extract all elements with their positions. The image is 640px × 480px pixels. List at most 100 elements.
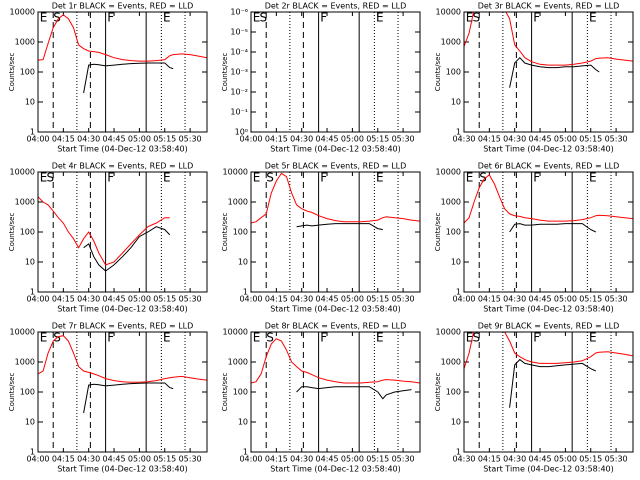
series-line	[38, 335, 207, 383]
y-tick-label: 10⁻⁴	[230, 48, 248, 57]
x-tick-label: 04:15	[478, 295, 501, 304]
x-tick-label: 05:30	[392, 455, 415, 464]
x-tick-label: 04:15	[478, 455, 501, 464]
x-tick-label: 04:45	[316, 135, 339, 144]
x-axis-label: Start Time (04-Dec-12 03:58:40)	[483, 145, 614, 154]
series-line	[251, 172, 420, 224]
y-tick-label: 10	[25, 418, 35, 427]
plot-frame	[463, 171, 634, 293]
chart-title: Det 8r BLACK = Events, RED = LLD	[265, 322, 407, 331]
marker-label: E	[466, 171, 474, 185]
x-axis-label: Start Time (04-Dec-12 03:58:40)	[483, 305, 614, 314]
chart-title: Det 4r BLACK = Events, RED = LLD	[52, 162, 194, 171]
x-tick-label: 04:00	[239, 455, 262, 464]
y-tick-label: 10⁰	[235, 128, 248, 137]
plot-frame	[463, 11, 634, 133]
x-tick-label: 04:15	[265, 135, 288, 144]
x-tick-label: 05:30	[179, 455, 202, 464]
x-tick-label: 05:00	[554, 455, 577, 464]
panel: Det 5r BLACK = Events, RED = LLD Start Ti…	[221, 162, 421, 314]
x-tick-label: 04:30	[77, 295, 100, 304]
marker-label: F	[533, 11, 540, 25]
x-tick-label: 05:30	[605, 295, 628, 304]
series-line	[464, 174, 633, 224]
y-tick-label: 1	[456, 128, 461, 137]
x-tick-label: 05:00	[128, 295, 151, 304]
plot-frame	[250, 331, 421, 453]
marker-label: E	[466, 11, 474, 25]
x-tick-label: 04:45	[103, 455, 126, 464]
x-tick-label: 04:15	[478, 135, 501, 144]
y-tick-label: 1000	[441, 198, 461, 207]
y-tick-label: 10⁻⁶	[230, 8, 248, 17]
marker-label: S	[472, 331, 480, 345]
marker-label: S	[479, 171, 487, 185]
y-tick-label: 10⁻²	[230, 88, 248, 97]
y-tick-label: 10	[451, 258, 461, 267]
x-tick-label: 04:00	[239, 295, 262, 304]
y-tick-label: 10000	[436, 328, 461, 337]
plot-area	[251, 338, 420, 400]
y-axis-label: Counts/sec	[8, 53, 16, 92]
x-tick-label: 04:30	[503, 135, 526, 144]
chart-title: Det 7r BLACK = Events, RED = LLD	[52, 322, 194, 331]
y-tick-label: 100	[233, 388, 248, 397]
x-tick-label: 05:15	[366, 455, 389, 464]
x-tick-label: 04:00	[26, 135, 49, 144]
x-tick-label: 04:00	[452, 295, 475, 304]
marker-label: E	[163, 171, 171, 185]
plot-area	[251, 172, 420, 231]
plot-frame	[37, 11, 208, 133]
series-line	[464, 332, 633, 369]
x-tick-label: 04:15	[265, 455, 288, 464]
x-tick-label: 04:30	[290, 455, 313, 464]
y-tick-label: 10000	[10, 8, 35, 17]
x-axis-label: Start Time (04-Dec-12 03:58:40)	[57, 305, 188, 314]
x-tick-label: 05:30	[392, 135, 415, 144]
marker-label: E	[40, 171, 48, 185]
plot-frame	[250, 11, 421, 133]
plot-area	[38, 14, 207, 94]
chart-title: Det 9r BLACK = Events, RED = LLD	[478, 322, 620, 331]
plot-frame	[37, 331, 208, 453]
panel: Det 1r BLACK = Events, RED = LLD Start Ti…	[8, 2, 208, 154]
marker-label: F	[107, 11, 114, 25]
chart-title: Det 6r BLACK = Events, RED = LLD	[478, 162, 620, 171]
series-line	[509, 223, 597, 233]
x-tick-label: 05:15	[366, 135, 389, 144]
y-tick-label: 1000	[15, 198, 35, 207]
y-tick-label: 10000	[10, 328, 35, 337]
marker-label: S	[266, 171, 274, 185]
y-tick-label: 10	[25, 98, 35, 107]
y-axis-label: Counts/sec	[221, 213, 229, 252]
panel: Det 6r BLACK = Events, RED = LLD Start Ti…	[434, 162, 634, 314]
x-tick-label: 04:00	[239, 135, 262, 144]
x-tick-label: 04:15	[265, 295, 288, 304]
y-tick-label: 1000	[15, 38, 35, 47]
marker-label: E	[40, 331, 48, 345]
marker-label: E	[40, 11, 48, 25]
x-tick-label: 04:30	[452, 455, 475, 464]
y-tick-label: 1000	[441, 358, 461, 367]
marker-label: F	[533, 171, 540, 185]
series-line	[38, 196, 170, 266]
x-axis-label: Start Time (04-Dec-12 03:58:40)	[57, 145, 188, 154]
y-tick-label: 10	[451, 418, 461, 427]
plot-area	[38, 335, 207, 414]
x-tick-label: 05:15	[153, 455, 176, 464]
x-tick-label: 04:45	[316, 455, 339, 464]
y-axis-label: Counts/sec	[8, 213, 16, 252]
y-tick-label: 10000	[223, 328, 248, 337]
x-tick-label: 05:30	[179, 295, 202, 304]
y-tick-label: 100	[446, 68, 461, 77]
y-tick-label: 1000	[441, 38, 461, 47]
y-tick-label: 100	[446, 388, 461, 397]
y-tick-label: 10⁻⁵	[230, 28, 248, 37]
x-tick-label: 05:00	[554, 135, 577, 144]
y-axis-label: Counts/sec	[8, 373, 16, 412]
x-tick-label: 05:00	[341, 295, 364, 304]
x-tick-label: 04:30	[503, 295, 526, 304]
y-tick-label: 10	[238, 418, 248, 427]
panel: Det 7r BLACK = Events, RED = LLD Start Ti…	[8, 322, 208, 474]
